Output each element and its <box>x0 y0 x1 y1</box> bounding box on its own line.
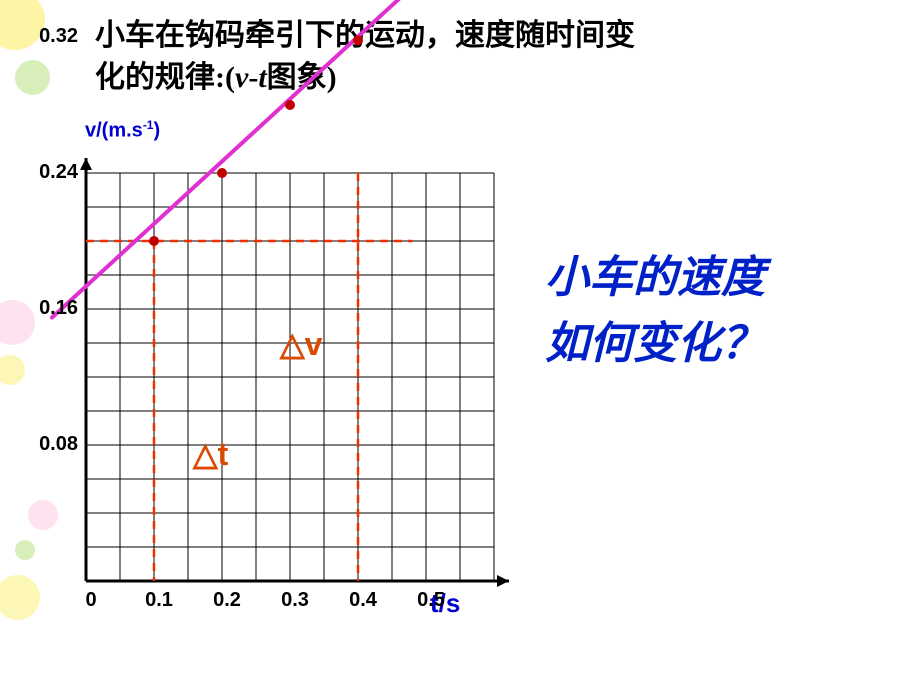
y-tick-label: 0.32 <box>18 25 78 48</box>
x-tick-label: 0.4 <box>343 589 383 612</box>
delta-t-label: △t <box>193 435 228 473</box>
side-line1: 小车的速度 <box>545 253 765 302</box>
side-question: 小车的速度 如何变化？ <box>545 245 915 377</box>
y-tick-label: 0.16 <box>18 297 78 320</box>
x-tick-label: 0.3 <box>275 589 315 612</box>
side-line2: 如何变化？ <box>545 319 765 368</box>
x-tick-label: 0.5 <box>411 589 451 612</box>
delta-v-label: △v <box>280 325 322 363</box>
vt-chart <box>0 0 520 660</box>
y-tick-label: 0.08 <box>18 433 78 456</box>
x-tick-label: 0 <box>71 589 111 612</box>
x-tick-label: 0.1 <box>139 589 179 612</box>
y-tick-label: 0.24 <box>18 161 78 184</box>
x-tick-label: 0.2 <box>207 589 247 612</box>
